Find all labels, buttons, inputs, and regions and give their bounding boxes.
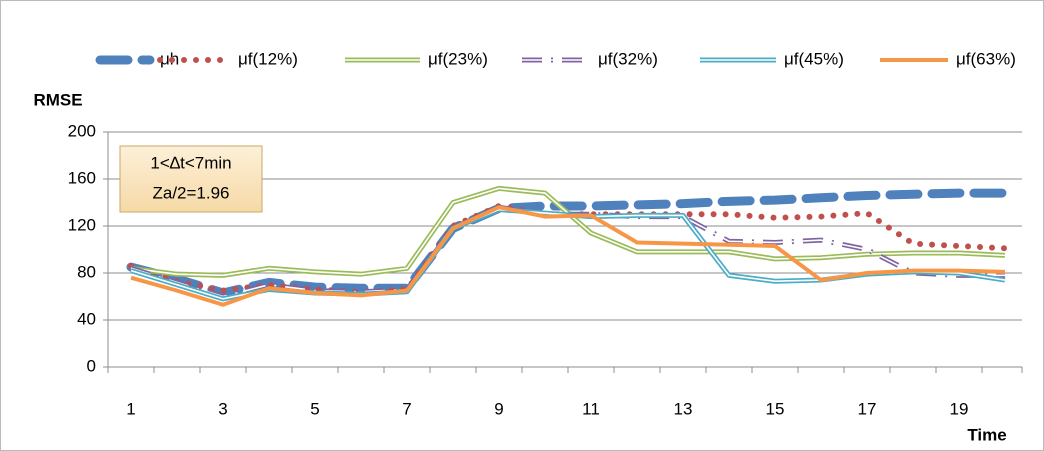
y-tick-label: 0 xyxy=(87,356,96,375)
series-line xyxy=(126,188,1010,298)
y-tick-label: 120 xyxy=(68,215,96,234)
series-line-inner xyxy=(130,206,1005,298)
x-tick-label: 1 xyxy=(126,399,135,418)
y-tick-label: 40 xyxy=(77,309,96,328)
legend-label: μf(23%) xyxy=(428,49,488,68)
x-tick-label: 7 xyxy=(402,399,411,418)
x-tick-label: 19 xyxy=(950,399,969,418)
x-tick-label: 11 xyxy=(582,399,600,418)
x-tick-label: 5 xyxy=(310,399,319,418)
series-line xyxy=(130,205,1006,307)
y-tick-label: 200 xyxy=(68,121,96,140)
y-axis-label: RMSE xyxy=(33,90,82,109)
annotation: Za/2=1.96 xyxy=(152,183,229,202)
legend-label: μf(45%) xyxy=(784,49,844,68)
x-tick-label: 13 xyxy=(674,399,693,418)
y-tick-label: 160 xyxy=(68,168,96,187)
annotation: 1<∆t<7min xyxy=(150,153,231,172)
legend-label: μf(63%) xyxy=(956,49,1016,68)
y-tick-label: 80 xyxy=(77,262,96,281)
x-tick-label: 15 xyxy=(766,399,785,418)
legend-label: μf(12%) xyxy=(238,49,298,68)
x-tick-label: 9 xyxy=(494,399,503,418)
x-tick-label: 3 xyxy=(218,399,227,418)
x-tick-label: 17 xyxy=(858,399,877,418)
annotation-box xyxy=(119,145,263,213)
x-axis-label: Time xyxy=(967,425,1006,444)
legend-label: μf(32%) xyxy=(598,49,658,68)
